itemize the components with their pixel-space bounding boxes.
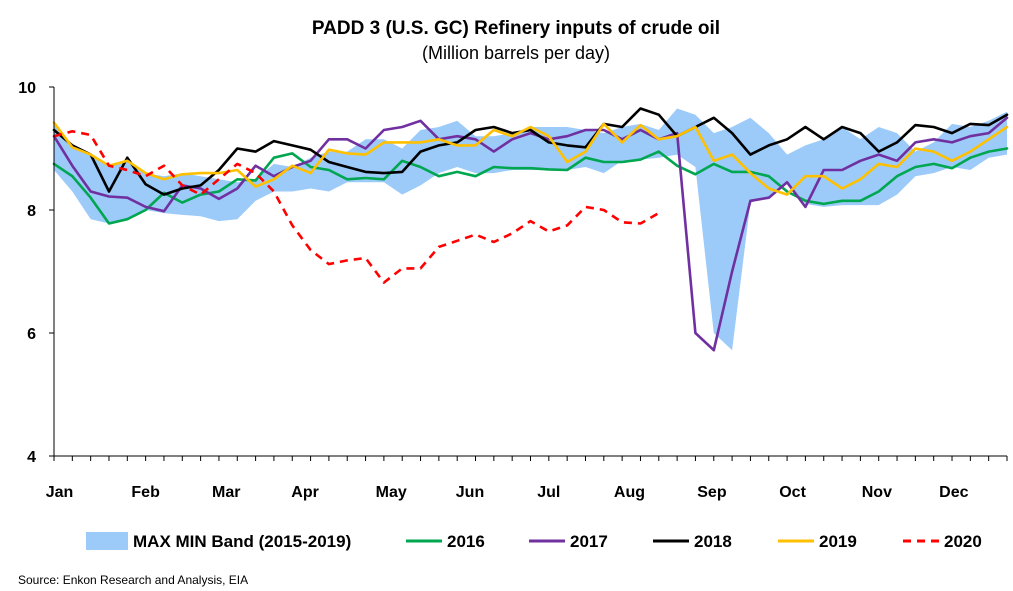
x-tick-label-jul: Jul bbox=[537, 484, 560, 501]
x-tick-label-apr: Apr bbox=[291, 484, 319, 501]
chart-title: PADD 3 (U.S. GC) Refinery inputs of crud… bbox=[312, 18, 720, 39]
x-tick-label-jan: Jan bbox=[46, 484, 74, 501]
legend-label-2020: 2020 bbox=[944, 532, 982, 551]
x-tick-label-aug: Aug bbox=[614, 484, 645, 501]
plot-area bbox=[52, 107, 1009, 352]
x-tick-label-feb: Feb bbox=[131, 484, 160, 501]
x-tick-label-dec: Dec bbox=[939, 484, 968, 501]
x-tick-label-may: May bbox=[376, 484, 407, 501]
source-note: Source: Enkon Research and Analysis, EIA bbox=[18, 573, 248, 587]
series-line-2018 bbox=[52, 107, 1009, 196]
x-tick-label-oct: Oct bbox=[779, 484, 806, 501]
legend-label-2018: 2018 bbox=[694, 532, 732, 551]
legend: MAX MIN Band (2015-2019) 2016 2017 2018 2019… bbox=[86, 532, 982, 551]
axes: 4 6 8 10 Jan Feb Mar Apr May Jun Jul Aug Sep Oct Nov De… bbox=[18, 80, 1008, 501]
y-tick-label: 10 bbox=[18, 80, 36, 97]
series-line-2016 bbox=[52, 147, 1009, 225]
band-area bbox=[54, 108, 1007, 351]
series-line-2020 bbox=[53, 130, 660, 284]
y-tick-label: 8 bbox=[27, 203, 36, 220]
x-tick-label-sep: Sep bbox=[697, 484, 727, 501]
series-line-2017 bbox=[52, 116, 1009, 352]
legend-swatch-band bbox=[86, 532, 128, 550]
x-tick-label-mar: Mar bbox=[212, 484, 240, 501]
series-line-2019 bbox=[52, 121, 1009, 196]
y-tick-label: 4 bbox=[27, 449, 36, 466]
legend-label-2017: 2017 bbox=[570, 532, 608, 551]
legend-label-2019: 2019 bbox=[819, 532, 857, 551]
legend-label-2016: 2016 bbox=[447, 532, 485, 551]
chart-subtitle: (Million barrels per day) bbox=[422, 43, 610, 63]
y-tick-label: 6 bbox=[27, 326, 36, 343]
x-tick-label-jun: Jun bbox=[456, 484, 484, 501]
x-tick-label-nov: Nov bbox=[862, 484, 892, 501]
legend-label-band: MAX MIN Band (2015-2019) bbox=[133, 532, 351, 551]
